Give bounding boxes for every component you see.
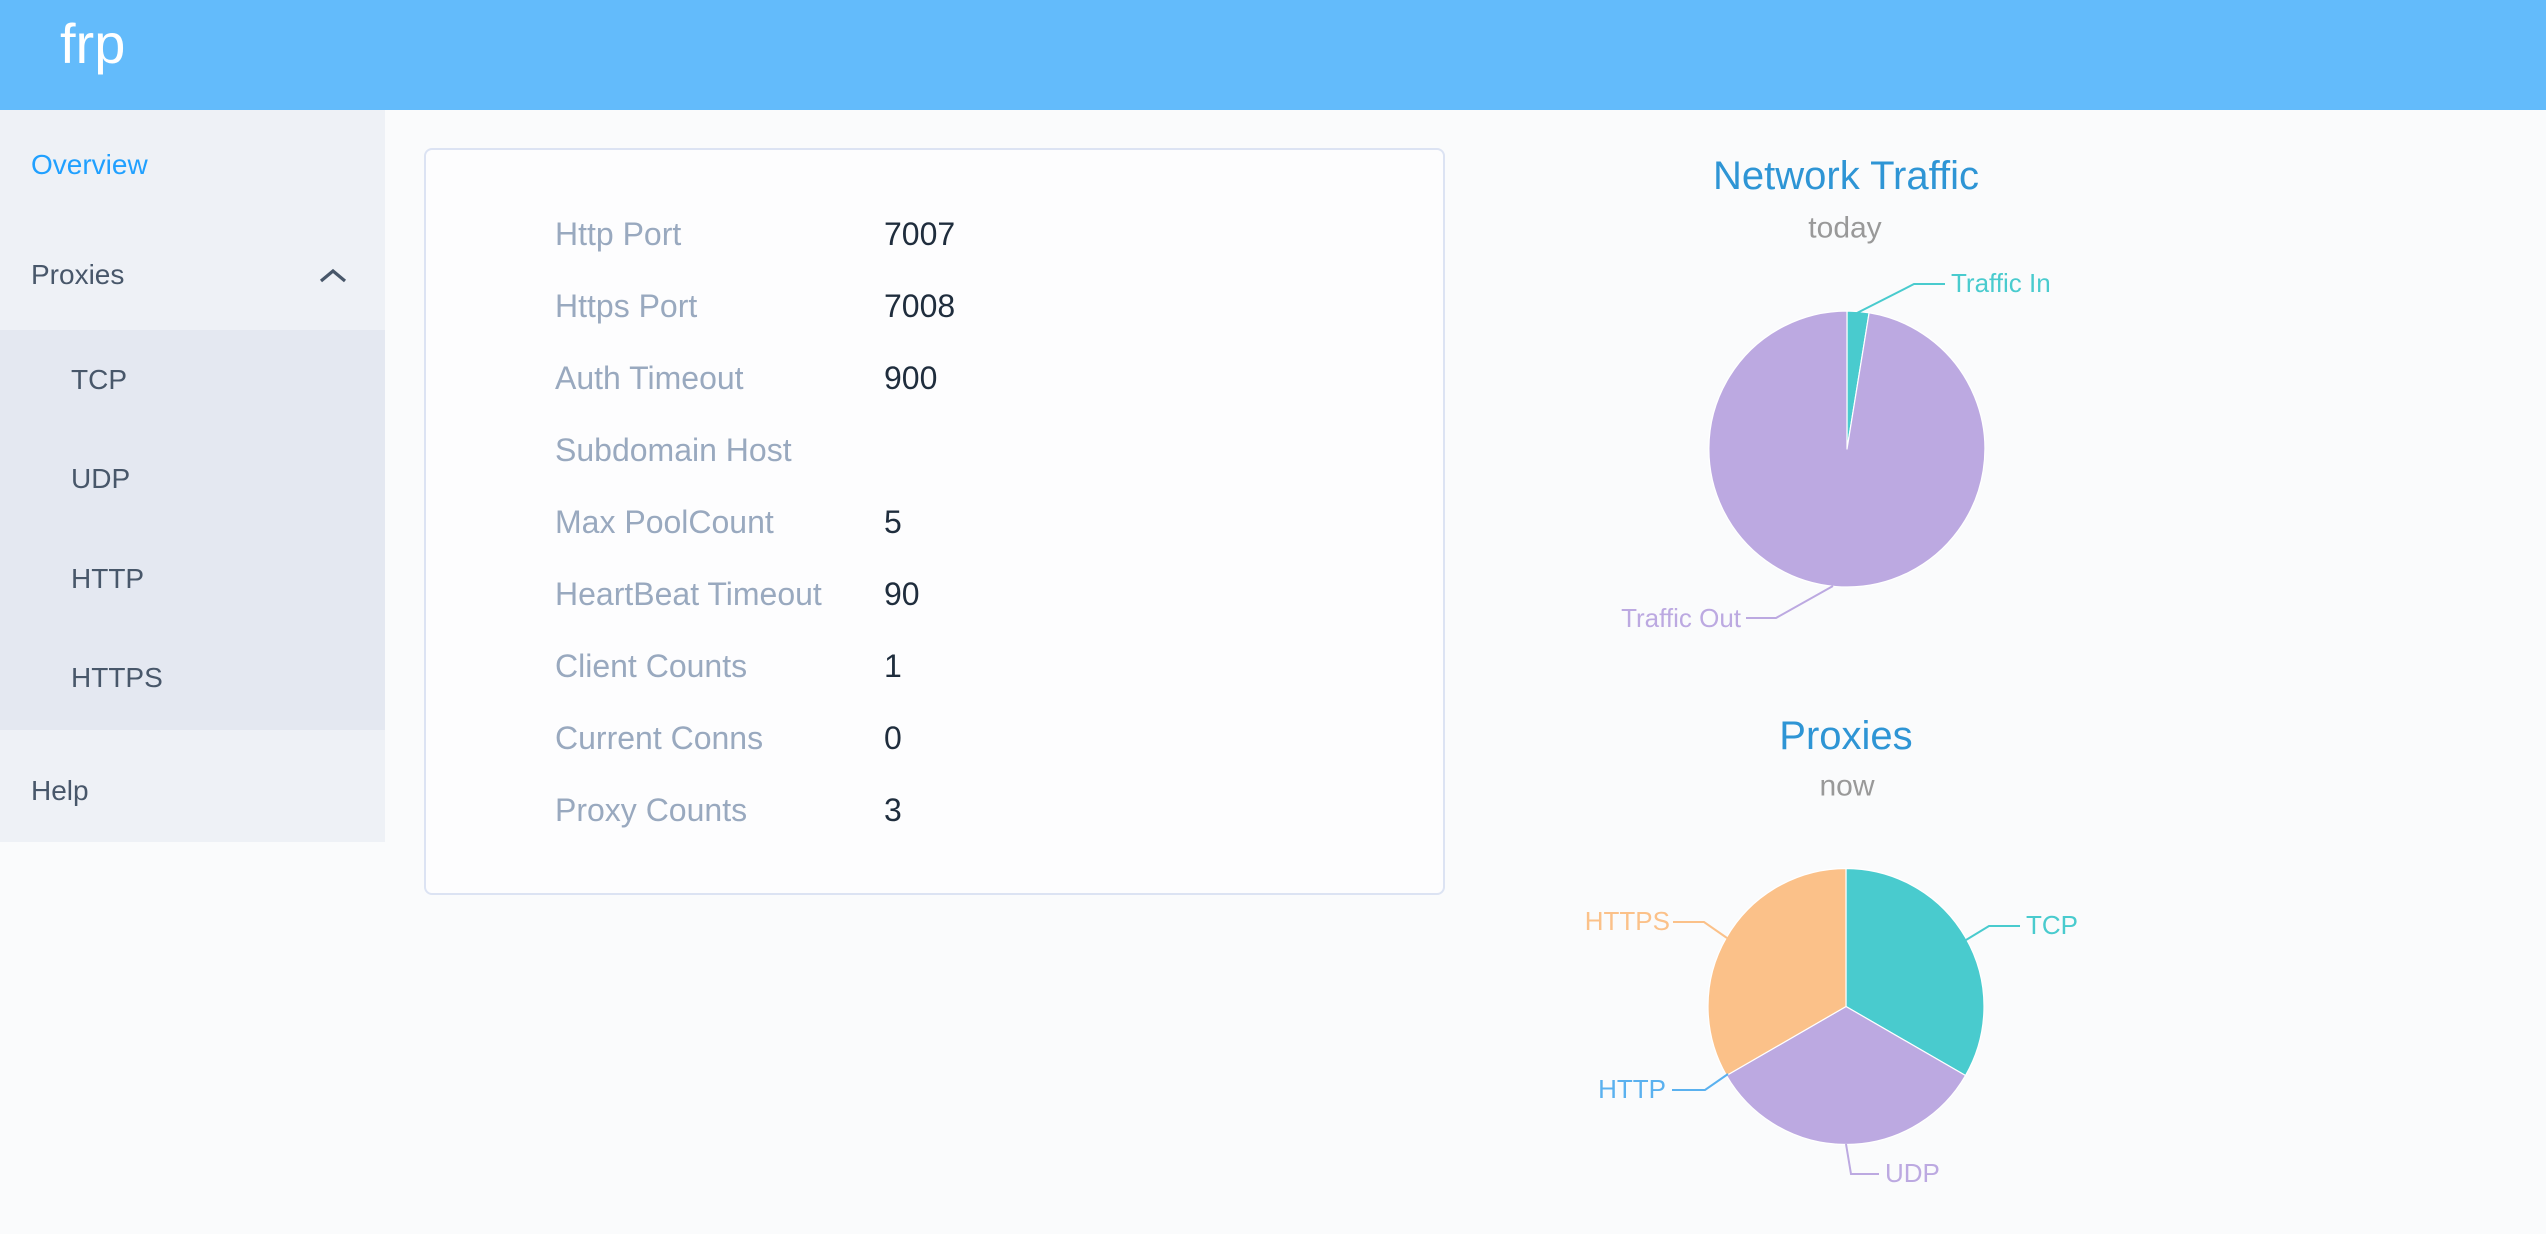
svg-text:now: now <box>1819 770 1874 803</box>
svg-text:Traffic Out: Traffic Out <box>1621 603 1742 633</box>
svg-text:UDP: UDP <box>1885 1158 1940 1188</box>
svg-text:HTTPS: HTTPS <box>1585 906 1670 936</box>
svg-text:HTTP: HTTP <box>1598 1074 1666 1104</box>
svg-text:Network Traffic: Network Traffic <box>1713 154 1979 198</box>
svg-text:Proxies: Proxies <box>1779 714 1912 758</box>
svg-text:today: today <box>1808 212 1881 245</box>
svg-text:Traffic In: Traffic In <box>1951 268 2051 298</box>
svg-text:TCP: TCP <box>2026 910 2078 940</box>
